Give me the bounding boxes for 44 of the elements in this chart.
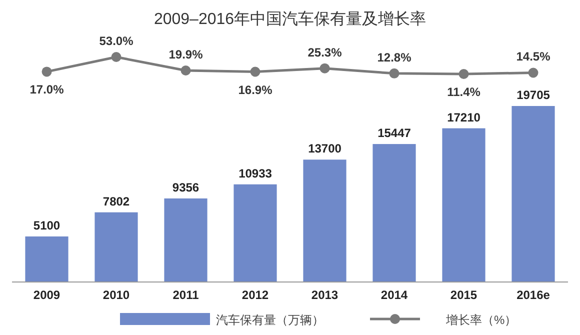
data-label: 25.3% <box>308 45 342 60</box>
data-label: 13700 <box>308 142 342 156</box>
point <box>320 63 330 74</box>
point <box>111 52 122 62</box>
data-label: 16.9% <box>238 82 273 97</box>
bar <box>25 236 68 282</box>
bar <box>442 128 486 282</box>
point <box>250 66 260 77</box>
bar <box>94 212 138 282</box>
x-tick-label: 2016e <box>516 288 550 302</box>
bar <box>512 106 555 282</box>
x-tick-label: 2014 <box>380 288 408 302</box>
point <box>528 68 538 78</box>
bar <box>303 160 346 282</box>
legend-汽车保有量（万辆）: 汽车保有量（万辆） <box>120 313 324 327</box>
data-label: 5100 <box>33 218 60 232</box>
point <box>458 69 469 79</box>
point <box>42 66 52 77</box>
bar <box>164 198 208 282</box>
x-tick-label: 2010 <box>102 288 130 302</box>
data-label: 19705 <box>516 88 550 102</box>
x-tick-label: 2009 <box>33 288 60 302</box>
data-label: 9356 <box>172 180 200 194</box>
bar <box>234 184 277 282</box>
x-tick-label: 2013 <box>311 288 338 302</box>
data-label: 17210 <box>447 110 481 124</box>
data-label: 53.0% <box>99 34 134 48</box>
point <box>389 68 400 78</box>
x-tick-label: 2015 <box>450 288 478 302</box>
data-label: 10933 <box>238 166 272 180</box>
chart-title: 2009–2016年中国汽车保有量及增长率 <box>154 10 426 28</box>
data-label: 17.0% <box>30 82 64 97</box>
x-tick-label: 2012 <box>242 288 269 302</box>
point <box>180 66 191 76</box>
data-label: 12.8% <box>377 50 412 64</box>
data-label: 19.9% <box>168 48 204 62</box>
data-label: 15447 <box>378 126 412 140</box>
legend-label: 增长率（%） <box>445 313 517 327</box>
data-label: 14.5% <box>516 50 551 64</box>
x-tick-label: 2011 <box>172 288 200 302</box>
data-label: 7802 <box>102 194 130 208</box>
legend-增长率（%）: 增长率（%） <box>370 313 517 327</box>
bar <box>372 144 416 282</box>
data-label: 11.4% <box>447 85 481 99</box>
